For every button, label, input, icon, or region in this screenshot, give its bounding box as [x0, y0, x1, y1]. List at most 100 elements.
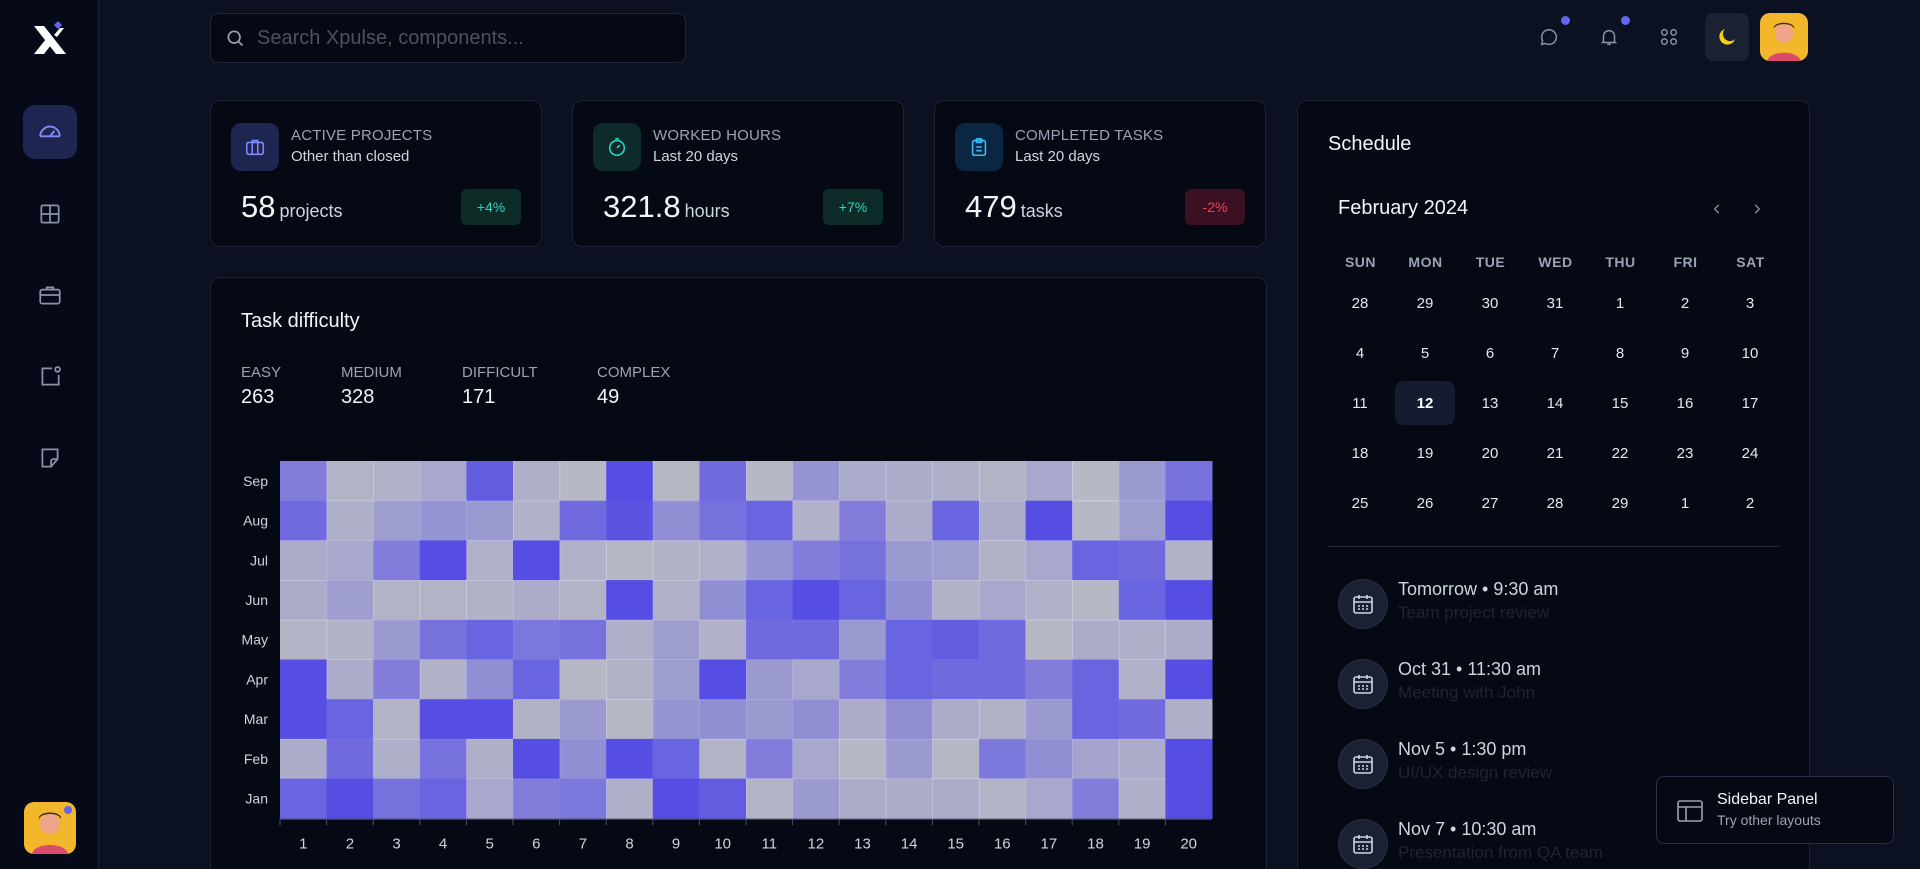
rail-projects-button[interactable]	[23, 268, 77, 322]
heatmap-cell	[606, 659, 654, 700]
rail-grid-button[interactable]	[23, 187, 77, 241]
profile-avatar[interactable]	[1760, 13, 1808, 61]
heatmap-cell	[513, 461, 561, 502]
heatmap-cell	[419, 580, 467, 621]
calendar-day[interactable]: 9	[1680, 344, 1690, 362]
calendar-day[interactable]: 30	[1481, 294, 1499, 312]
calendar-day[interactable]: 24	[1741, 444, 1759, 462]
difficulty-easy: EASY 263	[241, 364, 281, 409]
heatmap-cell	[1072, 461, 1120, 502]
search-input[interactable]	[257, 26, 657, 50]
heatmap-cell	[1118, 738, 1166, 780]
calendar-day[interactable]: 4	[1355, 344, 1365, 362]
calendar-prev-button[interactable]	[1705, 197, 1729, 221]
calendar-weekday: MON	[1408, 254, 1443, 270]
calendar-day[interactable]: 3	[1745, 294, 1755, 312]
heatmap-cell	[373, 738, 421, 780]
heatmap-cell	[280, 500, 328, 541]
heatmap-cell	[979, 659, 1027, 700]
calendar-day[interactable]: 16	[1676, 394, 1694, 412]
rail-notes-button[interactable]	[23, 431, 77, 485]
heatmap-cell	[699, 699, 747, 740]
heatmap-cell	[326, 778, 374, 819]
heatmap-cell	[466, 500, 514, 541]
heatmap-x-label: 4	[439, 835, 447, 852]
calendar-day[interactable]: 15	[1611, 394, 1629, 412]
calendar-day[interactable]: 1	[1615, 294, 1625, 312]
event-icon-circle	[1338, 579, 1388, 629]
calendar-day[interactable]: 10	[1741, 344, 1759, 362]
calendar-day[interactable]: 11	[1352, 394, 1368, 412]
calendar-day-today[interactable]: 12	[1395, 381, 1455, 425]
calendar-day[interactable]: 29	[1416, 294, 1434, 312]
calendar-day[interactable]: 26	[1416, 494, 1434, 512]
calendar-day[interactable]: 2	[1745, 494, 1755, 512]
calendar-day[interactable]: 27	[1481, 494, 1499, 512]
heatmap-x-label: 5	[486, 835, 494, 852]
heatmap-cell	[839, 580, 887, 621]
calendar-day[interactable]: 28	[1351, 294, 1369, 312]
heatmap-cell	[1072, 738, 1120, 780]
notifications-button[interactable]	[1594, 16, 1630, 52]
event-title: Team project review	[1398, 603, 1550, 622]
calendar-weekday: SUN	[1344, 254, 1377, 270]
messages-button[interactable]	[1534, 16, 1570, 52]
stat-subtitle: Last 20 days	[1015, 148, 1101, 165]
heatmap-cell	[652, 699, 700, 740]
heatmap-cell	[1072, 619, 1120, 660]
calendar-day[interactable]: 21	[1546, 444, 1564, 462]
calendar-day[interactable]: 8	[1615, 344, 1625, 362]
calendar-day[interactable]: 23	[1676, 444, 1694, 462]
calendar-day[interactable]: 18	[1351, 444, 1369, 462]
heatmap-cell	[419, 778, 467, 819]
rail-notifications-button[interactable]	[23, 350, 77, 404]
heatmap-cell	[792, 619, 840, 660]
calendar-day[interactable]: 7	[1550, 344, 1560, 362]
heatmap-cell	[373, 699, 421, 740]
calendar-weekday: WED	[1538, 254, 1573, 270]
rail-dashboard-button[interactable]	[23, 105, 77, 159]
heatmap-cell	[1025, 461, 1073, 502]
calendar-day[interactable]: 2	[1680, 294, 1690, 312]
stat-icon-box	[231, 123, 279, 171]
sidebar-panel-switcher[interactable]: Sidebar Panel Try other layouts	[1656, 776, 1894, 844]
calendar-day[interactable]: 28	[1546, 494, 1564, 512]
difficulty-medium: MEDIUM 328	[341, 364, 402, 409]
heatmap-x-label: 2	[346, 835, 354, 852]
heatmap-cell	[1072, 500, 1120, 541]
calendar-day[interactable]: 5	[1420, 344, 1430, 362]
heatmap-cell	[699, 738, 747, 780]
calendar-next-button[interactable]	[1745, 197, 1769, 221]
calendar-day[interactable]: 31	[1546, 294, 1564, 312]
stat-card-worked-hours: WORKED HOURS Last 20 days 321.8 hours +7%	[572, 100, 904, 247]
heatmap-cell	[652, 461, 700, 502]
stat-trend-badge: +7%	[823, 189, 883, 225]
heatmap-cell	[559, 540, 607, 581]
calendar-day[interactable]: 20	[1481, 444, 1499, 462]
search-bar[interactable]	[210, 13, 686, 63]
heatmap-cell	[373, 659, 421, 700]
calendar-day[interactable]: 25	[1351, 494, 1369, 512]
calendar-day[interactable]: 29	[1611, 494, 1629, 512]
calendar-day[interactable]: 19	[1416, 444, 1434, 462]
heatmap-cell	[1072, 580, 1120, 621]
heatmap-cell	[513, 619, 561, 660]
calendar-day[interactable]: 17	[1741, 394, 1759, 412]
heatmap-cell	[699, 540, 747, 581]
heatmap-cell	[373, 778, 421, 819]
stat-unit: projects	[279, 201, 343, 221]
heatmap-cell	[932, 500, 980, 541]
calendar-day[interactable]: 22	[1611, 444, 1629, 462]
heatmap-cell	[885, 580, 933, 621]
calendar-day[interactable]: 6	[1485, 344, 1495, 362]
calendar-day[interactable]: 14	[1546, 394, 1564, 412]
stat-unit: hours	[684, 201, 730, 221]
apps-button[interactable]	[1654, 22, 1684, 52]
calendar-day[interactable]: 1	[1680, 494, 1690, 512]
user-avatar[interactable]	[24, 802, 76, 854]
xpulse-logo[interactable]	[30, 20, 70, 60]
theme-toggle-button[interactable]	[1705, 13, 1749, 61]
calendar-day[interactable]: 13	[1481, 394, 1499, 412]
heatmap-cell	[699, 580, 747, 621]
stat-trend-badge: -2%	[1185, 189, 1245, 225]
